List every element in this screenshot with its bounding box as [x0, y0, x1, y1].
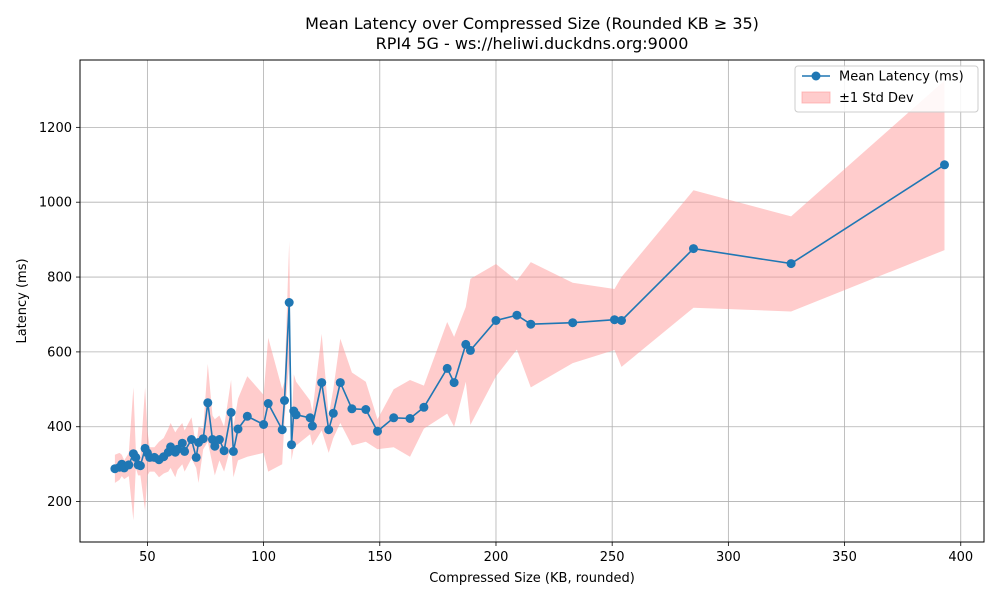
x-tick-label: 250 [600, 550, 625, 565]
chart-title: Mean Latency over Compressed Size (Round… [305, 14, 759, 33]
data-point [419, 402, 429, 412]
data-point [191, 452, 201, 462]
data-point [335, 378, 345, 388]
data-point [373, 426, 382, 436]
y-tick-label: 1000 [39, 196, 72, 211]
x-tick-label: 150 [367, 550, 392, 565]
x-tick-label: 350 [832, 550, 857, 565]
data-point [198, 434, 208, 444]
data-point [491, 316, 501, 325]
data-point [324, 425, 334, 435]
data-point [280, 396, 289, 405]
data-point [405, 414, 415, 423]
data-point [233, 424, 243, 434]
data-point [263, 399, 273, 408]
x-tick-label: 400 [948, 550, 973, 565]
y-tick-label: 400 [47, 420, 72, 435]
chart-subtitle: RPI4 5G - ws://heliwi.duckdns.org:9000 [376, 34, 689, 53]
x-axis-label: Compressed Size (KB, rounded) [429, 571, 635, 586]
legend: Mean Latency (ms) ±1 Std Dev [794, 65, 979, 113]
axis-ticks: 50 100 150 200 250 300 350 400 200 400 600 800 1000 1… [39, 121, 973, 565]
data-point [259, 420, 269, 429]
data-point [242, 411, 252, 421]
data-point [135, 461, 145, 471]
y-tick-label: 1200 [39, 121, 72, 136]
data-point [610, 315, 619, 325]
data-point [131, 452, 141, 462]
data-point [219, 446, 229, 456]
data-point [228, 446, 238, 456]
data-point [347, 404, 357, 414]
legend-band-swatch [801, 91, 831, 104]
data-points [110, 160, 949, 474]
plot-frame [79, 59, 985, 543]
data-point [465, 345, 475, 355]
y-tick-label: 600 [47, 345, 72, 360]
data-point [203, 398, 213, 408]
y-tick-label: 200 [47, 495, 72, 510]
data-point [512, 310, 522, 320]
data-point [617, 316, 626, 325]
data-point [214, 435, 224, 444]
x-tick-label: 300 [716, 550, 741, 565]
data-point [291, 410, 301, 420]
data-point [187, 435, 196, 444]
data-point [226, 408, 236, 417]
data-point [177, 438, 187, 448]
legend-marker-swatch [811, 71, 821, 81]
data-point [389, 413, 399, 423]
data-point [442, 363, 452, 373]
data-point [124, 460, 134, 470]
legend-box [794, 65, 979, 113]
y-tick-label: 800 [47, 271, 72, 286]
data-point [180, 446, 190, 456]
std-dev-band [114, 80, 945, 521]
data-point [940, 160, 949, 170]
data-point [277, 425, 287, 435]
data-point [307, 421, 317, 431]
data-point [568, 318, 578, 328]
data-point [317, 378, 327, 388]
data-point [526, 319, 536, 329]
data-point [284, 298, 294, 307]
x-tick-label: 100 [251, 550, 276, 565]
data-point [305, 413, 315, 423]
data-point [786, 259, 796, 269]
x-tick-label: 50 [139, 550, 156, 565]
data-point [287, 440, 296, 450]
data-point [689, 244, 698, 254]
data-point [449, 378, 459, 388]
data-point [328, 408, 338, 418]
data-point [361, 405, 371, 414]
data-point [210, 441, 220, 451]
x-tick-label: 200 [484, 550, 509, 565]
legend-label-mean: Mean Latency (ms) [839, 70, 964, 85]
y-axis-label: Latency (ms) [15, 258, 30, 343]
legend-label-std: ±1 Std Dev [839, 91, 914, 106]
